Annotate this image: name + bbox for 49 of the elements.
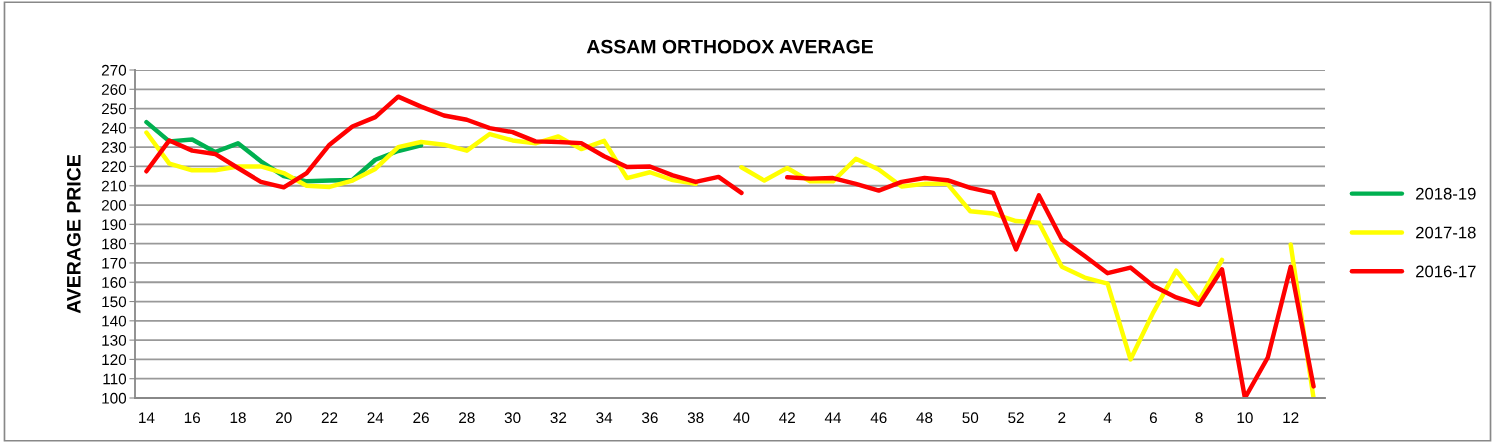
x-tick-label: 28 — [459, 412, 475, 424]
x-tick-label: 18 — [230, 412, 246, 424]
x-tick-label: 46 — [870, 412, 887, 424]
chart-title: ASSAM ORTHODOX AVERAGE — [586, 39, 873, 54]
y-tick-label: 190 — [102, 219, 127, 231]
x-tick-label: 38 — [687, 412, 704, 424]
legend-label: 2016-17 — [1416, 265, 1476, 278]
x-tick-label: 6 — [1149, 412, 1157, 424]
y-tick-label: 230 — [101, 142, 127, 153]
y-tick-label: 100 — [102, 392, 127, 404]
y-axis-title: AVERAGE PRICE — [66, 154, 81, 314]
x-tick-label: 44 — [824, 412, 842, 423]
x-tick-label: 10 — [1237, 412, 1253, 424]
x-tick-label: 16 — [184, 412, 201, 424]
x-tick-label: 4 — [1103, 412, 1112, 423]
x-tick-label: 30 — [504, 412, 521, 424]
x-tick-label: 32 — [550, 412, 567, 424]
x-tick-label: 20 — [276, 412, 292, 424]
x-tick-label: 40 — [733, 412, 750, 424]
y-tick-label: 110 — [103, 373, 127, 385]
legend-label: 2018-19 — [1416, 187, 1476, 200]
y-tick-label: 200 — [101, 199, 127, 211]
x-tick-label: 8 — [1195, 412, 1203, 424]
y-tick-label: 270 — [101, 64, 127, 76]
x-tick-label: 48 — [916, 412, 933, 424]
x-tick-label: 34 — [596, 412, 613, 424]
y-tick-label: 240 — [101, 122, 127, 134]
y-tick-label: 170 — [102, 257, 127, 269]
x-tick-label: 26 — [413, 412, 429, 424]
x-tick-label: 50 — [962, 412, 979, 424]
y-tick-label: 150 — [102, 296, 127, 308]
x-tick-label: 36 — [641, 412, 658, 424]
y-tick-label: 250 — [101, 103, 127, 115]
y-tick-label: 220 — [101, 161, 127, 173]
x-tick-label: 14 — [139, 412, 155, 423]
y-tick-label: 180 — [102, 238, 127, 250]
y-tick-label: 120 — [102, 354, 127, 366]
x-tick-label: 2 — [1058, 412, 1066, 423]
x-tick-label: 12 — [1283, 412, 1299, 423]
x-tick-label: 22 — [321, 412, 338, 423]
y-tick-label: 160 — [102, 277, 127, 288]
y-tick-label: 130 — [102, 334, 127, 346]
y-tick-label: 140 — [102, 315, 127, 327]
y-tick-label: 210 — [101, 180, 127, 192]
x-tick-label: 52 — [1008, 412, 1024, 424]
y-tick-label: 260 — [101, 84, 127, 95]
legend-label: 2017-18 — [1416, 226, 1476, 239]
x-tick-label: 42 — [779, 412, 795, 423]
x-tick-label: 24 — [367, 412, 384, 423]
